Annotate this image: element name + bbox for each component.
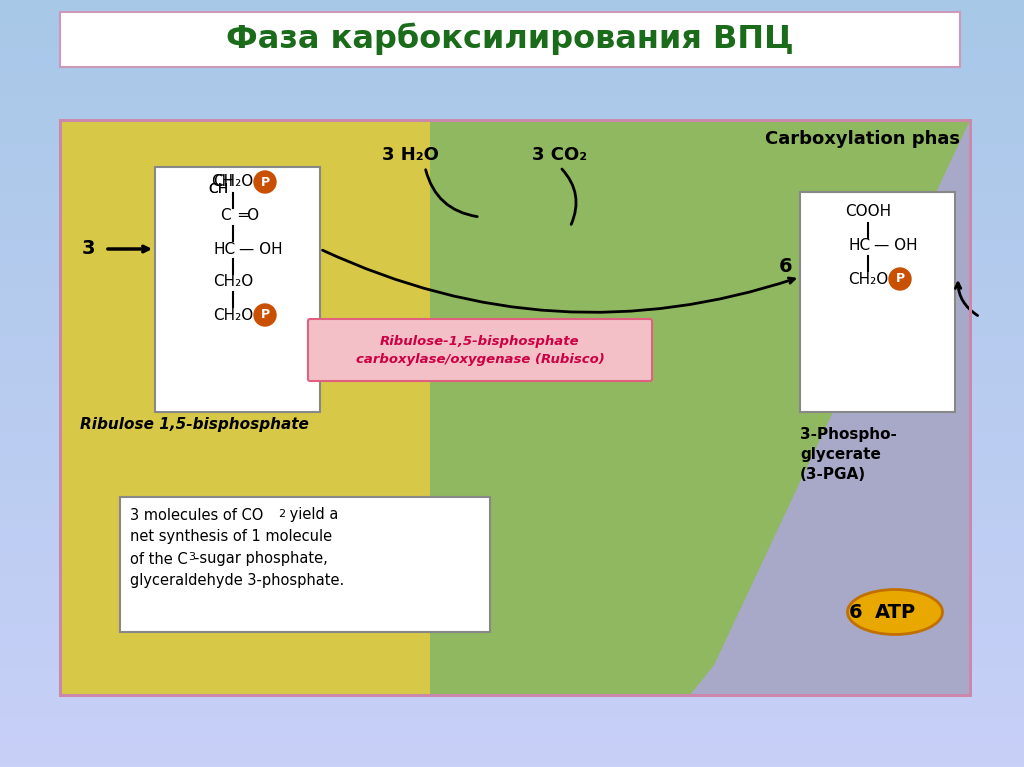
- Text: 6: 6: [848, 603, 862, 621]
- Polygon shape: [60, 120, 430, 695]
- Text: — OH: — OH: [239, 242, 283, 256]
- Text: 2: 2: [278, 509, 285, 519]
- FancyBboxPatch shape: [60, 12, 961, 67]
- Text: C: C: [220, 209, 230, 223]
- Text: — OH: — OH: [874, 239, 918, 254]
- Polygon shape: [690, 347, 970, 695]
- Text: of the C: of the C: [130, 551, 187, 567]
- Text: CH: CH: [208, 182, 228, 196]
- Text: Carboxylation phas: Carboxylation phas: [765, 130, 961, 148]
- FancyBboxPatch shape: [120, 497, 490, 632]
- Text: 6: 6: [779, 258, 793, 276]
- Text: CH₂O: CH₂O: [213, 308, 253, 322]
- Text: ═O: ═O: [238, 209, 259, 223]
- Text: CH₂O: CH₂O: [848, 272, 888, 287]
- Text: P: P: [260, 308, 269, 321]
- Text: CH: CH: [211, 175, 233, 189]
- Polygon shape: [430, 120, 970, 695]
- Text: glycerate: glycerate: [800, 447, 881, 462]
- Text: HC: HC: [214, 242, 237, 256]
- Text: HC: HC: [849, 239, 871, 254]
- Text: net synthesis of 1 molecule: net synthesis of 1 molecule: [130, 529, 332, 545]
- Text: 3: 3: [188, 552, 195, 562]
- Text: CH₂O: CH₂O: [213, 275, 253, 289]
- Text: glyceraldehyde 3-phosphate.: glyceraldehyde 3-phosphate.: [130, 574, 344, 588]
- Text: 3 molecules of CO: 3 molecules of CO: [130, 508, 263, 522]
- Ellipse shape: [848, 590, 942, 634]
- Text: Фаза карбоксилирования ВПЦ: Фаза карбоксилирования ВПЦ: [226, 23, 794, 55]
- Text: 3: 3: [81, 239, 95, 258]
- Text: carboxylase/oxygenase (Rubisco): carboxylase/oxygenase (Rubisco): [355, 354, 604, 367]
- Circle shape: [254, 304, 276, 326]
- Text: -sugar phosphate,: -sugar phosphate,: [194, 551, 328, 567]
- Text: CH: CH: [208, 182, 228, 196]
- Circle shape: [889, 268, 911, 290]
- FancyBboxPatch shape: [308, 319, 652, 381]
- Polygon shape: [700, 120, 970, 695]
- FancyBboxPatch shape: [800, 192, 955, 412]
- Text: ATP: ATP: [874, 603, 915, 621]
- Text: P: P: [895, 272, 904, 285]
- Text: Ribulose 1,5-bisphosphate: Ribulose 1,5-bisphosphate: [80, 417, 309, 433]
- Text: P: P: [260, 176, 269, 189]
- Text: yield a: yield a: [285, 508, 338, 522]
- Text: 3 H₂O: 3 H₂O: [382, 146, 438, 164]
- Text: CH₂O: CH₂O: [213, 175, 253, 189]
- FancyBboxPatch shape: [155, 167, 319, 412]
- Text: (3-PGA): (3-PGA): [800, 467, 866, 482]
- Circle shape: [254, 171, 276, 193]
- Text: 3 CO₂: 3 CO₂: [532, 146, 588, 164]
- Text: 3-Phospho-: 3-Phospho-: [800, 427, 897, 442]
- Text: Ribulose-1,5-bisphosphate: Ribulose-1,5-bisphosphate: [380, 335, 580, 348]
- Text: COOH: COOH: [845, 205, 891, 219]
